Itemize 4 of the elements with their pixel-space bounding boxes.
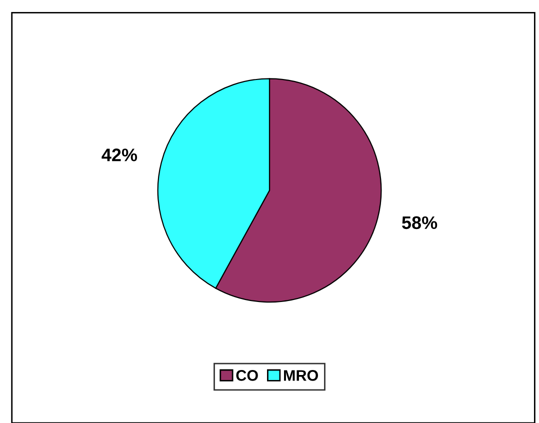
legend-label: MRO [284, 370, 318, 381]
legend-label: CO [236, 370, 258, 381]
data-label: 42% [102, 148, 138, 162]
data-label: 58% [402, 216, 438, 230]
